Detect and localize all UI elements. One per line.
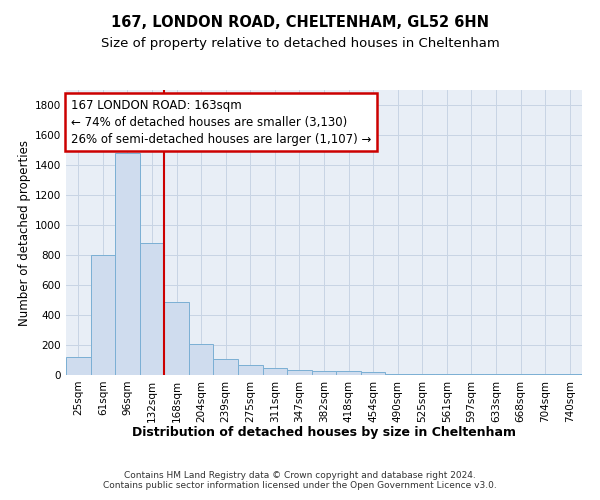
Bar (533, 374, 557, 375)
Bar (263, 368, 287, 375)
Bar (66, 357, 91, 375)
Bar (557, 374, 582, 375)
Bar (312, 370, 336, 375)
Bar (214, 359, 238, 375)
Bar (336, 371, 361, 375)
Bar (287, 370, 312, 375)
Text: Contains HM Land Registry data © Crown copyright and database right 2024.
Contai: Contains HM Land Registry data © Crown c… (103, 470, 497, 490)
X-axis label: Distribution of detached houses by size in Cheltenham: Distribution of detached houses by size … (132, 426, 516, 439)
Text: 167, LONDON ROAD, CHELTENHAM, GL52 6HN: 167, LONDON ROAD, CHELTENHAM, GL52 6HN (111, 15, 489, 30)
Bar (410, 374, 434, 375)
Bar (459, 374, 484, 375)
Bar (508, 374, 533, 375)
Bar (238, 365, 263, 375)
Bar (164, 302, 189, 375)
Bar (484, 374, 508, 375)
Bar (361, 372, 385, 375)
Y-axis label: Number of detached properties: Number of detached properties (18, 140, 31, 326)
Bar (434, 374, 459, 375)
Bar (189, 344, 214, 375)
Text: Size of property relative to detached houses in Cheltenham: Size of property relative to detached ho… (101, 38, 499, 51)
Bar (140, 243, 164, 375)
Text: 167 LONDON ROAD: 163sqm
← 74% of detached houses are smaller (3,130)
26% of semi: 167 LONDON ROAD: 163sqm ← 74% of detache… (71, 98, 371, 146)
Bar (385, 374, 410, 375)
Bar (91, 255, 115, 375)
Bar (115, 153, 140, 375)
